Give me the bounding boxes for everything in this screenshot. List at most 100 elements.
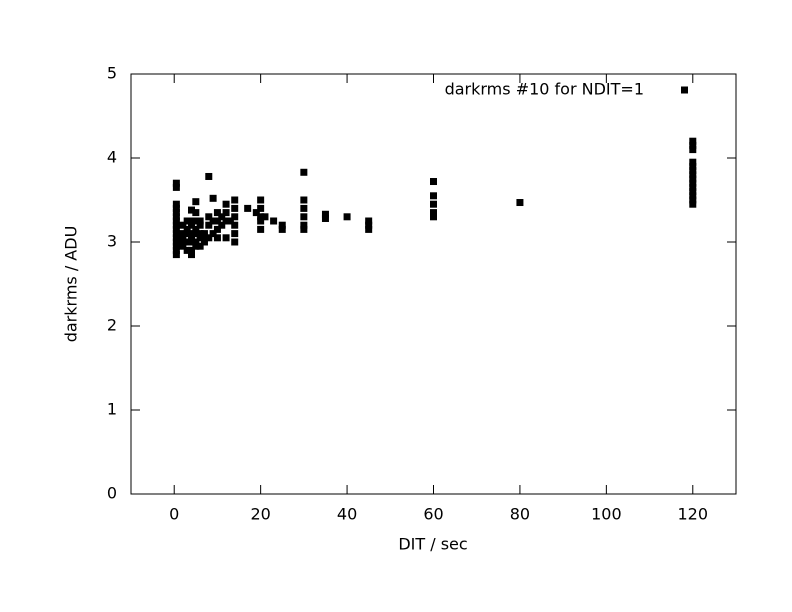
data-point xyxy=(196,242,204,250)
data-point xyxy=(516,199,524,207)
data-point xyxy=(205,213,213,221)
data-point xyxy=(300,221,308,229)
data-point xyxy=(192,242,200,250)
data-point xyxy=(192,198,200,206)
data-point xyxy=(188,230,195,238)
data-point xyxy=(192,217,200,225)
data-point xyxy=(689,141,697,149)
data-point xyxy=(689,192,697,200)
data-point xyxy=(430,209,437,217)
data-point xyxy=(689,175,697,183)
data-point xyxy=(689,171,697,179)
data-point xyxy=(231,230,239,238)
y-axis-label: darkrms / ADU xyxy=(62,226,81,343)
x-axis-label: DIT / sec xyxy=(398,535,467,554)
data-point xyxy=(689,200,697,208)
data-point xyxy=(183,217,191,225)
data-point xyxy=(430,200,437,208)
legend-marker xyxy=(681,86,688,94)
legend-label: darkrms #10 for NDIT=1 xyxy=(445,80,644,99)
data-point xyxy=(261,213,269,221)
data-point xyxy=(365,217,373,225)
data-point xyxy=(172,234,180,242)
data-point xyxy=(179,230,187,238)
data-point xyxy=(321,210,329,218)
data-point xyxy=(689,167,697,175)
data-point xyxy=(300,225,308,233)
data-point xyxy=(188,234,195,242)
data-point xyxy=(257,196,265,204)
data-point xyxy=(188,246,195,254)
data-point xyxy=(172,221,180,229)
data-point xyxy=(231,196,239,204)
data-point xyxy=(172,183,180,191)
data-point xyxy=(343,213,351,221)
data-point xyxy=(430,213,437,221)
data-point xyxy=(213,234,221,242)
data-point xyxy=(231,221,239,229)
data-point xyxy=(200,234,208,242)
data-point xyxy=(430,192,437,200)
y-tick-label: 1 xyxy=(107,400,117,419)
data-point xyxy=(183,225,191,233)
data-point xyxy=(257,217,265,225)
data-point xyxy=(205,172,213,180)
data-point xyxy=(172,230,180,238)
x-tick-label: 0 xyxy=(169,505,179,524)
data-point xyxy=(172,204,180,212)
data-point xyxy=(222,217,230,225)
data-point xyxy=(213,225,221,233)
data-point xyxy=(300,196,308,204)
data-point xyxy=(188,217,195,225)
data-point xyxy=(689,137,697,145)
data-point xyxy=(278,225,286,233)
data-point xyxy=(196,234,204,242)
data-point xyxy=(689,188,697,196)
data-point xyxy=(188,206,195,214)
data-point xyxy=(257,213,265,221)
data-point xyxy=(226,217,234,225)
data-point xyxy=(257,225,265,233)
data-point xyxy=(172,238,180,246)
data-point xyxy=(213,209,221,217)
data-point xyxy=(689,158,697,166)
y-tick-label: 3 xyxy=(107,232,117,251)
data-point xyxy=(257,204,265,212)
x-tick-label: 40 xyxy=(337,505,357,524)
data-point xyxy=(179,234,187,242)
data-point xyxy=(205,221,213,229)
data-point xyxy=(218,221,226,229)
x-tick-label: 100 xyxy=(591,505,622,524)
data-point xyxy=(222,209,230,217)
data-point xyxy=(430,178,437,186)
data-point xyxy=(188,251,195,259)
data-point xyxy=(321,214,329,222)
data-point xyxy=(179,238,187,246)
data-point xyxy=(689,183,697,191)
data-point xyxy=(172,209,180,217)
data-point xyxy=(689,196,697,204)
data-point xyxy=(222,200,230,208)
y-tick-label: 5 xyxy=(107,64,117,83)
data-point xyxy=(244,204,252,212)
data-point xyxy=(172,200,180,208)
data-point xyxy=(172,242,180,250)
data-point xyxy=(200,230,208,238)
data-point xyxy=(689,179,697,187)
data-point xyxy=(192,230,200,238)
data-point xyxy=(231,238,239,246)
data-point xyxy=(172,246,180,254)
y-tick-label: 2 xyxy=(107,316,117,335)
data-point xyxy=(172,225,180,233)
data-point xyxy=(200,238,208,246)
data-point xyxy=(192,225,200,233)
data-point xyxy=(689,146,697,154)
data-point xyxy=(252,209,260,217)
data-point xyxy=(196,217,204,225)
y-tick-label: 4 xyxy=(107,148,117,167)
x-tick-label: 60 xyxy=(423,505,443,524)
data-point xyxy=(188,238,195,246)
data-point xyxy=(231,204,239,212)
data-point xyxy=(231,213,239,221)
